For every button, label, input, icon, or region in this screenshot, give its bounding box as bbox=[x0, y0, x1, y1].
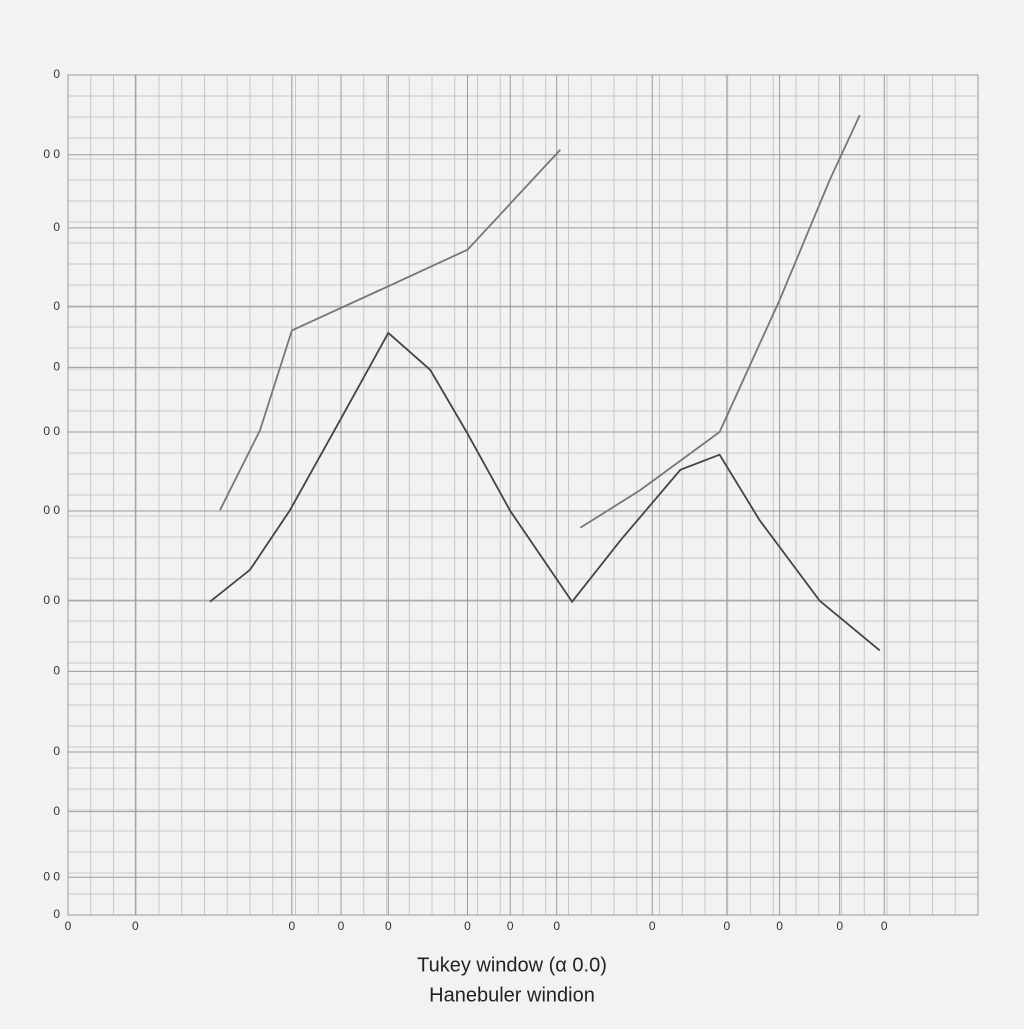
x-tick-label: 0 bbox=[338, 919, 345, 933]
y-tick-label: 0 bbox=[53, 664, 60, 678]
series-line bbox=[219, 114, 861, 529]
x-tick-label: 0 bbox=[385, 919, 392, 933]
x-tick-label: 0 bbox=[881, 919, 888, 933]
x-tick-label: 0 bbox=[723, 919, 730, 933]
y-tick-label: 0 bbox=[53, 744, 60, 758]
y-tick-label: 0 0 bbox=[43, 147, 60, 161]
x-tick-label: 0 bbox=[836, 919, 843, 933]
x-tick-label: 0 bbox=[507, 919, 514, 933]
y-tick-label: 0 bbox=[53, 220, 60, 234]
x-tick-label: 0 bbox=[553, 919, 560, 933]
y-tick-label: 0 bbox=[53, 907, 60, 921]
y-tick-label: 0 bbox=[53, 804, 60, 818]
x-tick-label: 0 bbox=[649, 919, 656, 933]
series-line bbox=[209, 331, 881, 652]
y-tick-label: 0 bbox=[53, 67, 60, 81]
y-tick-label: 0 0 bbox=[43, 869, 60, 883]
x-tick-label: 0 bbox=[776, 919, 783, 933]
y-tick-label: 0 0 bbox=[43, 424, 60, 438]
x-tick-label: 0 bbox=[289, 919, 296, 933]
legend-entry: Hanebuler windion bbox=[429, 984, 595, 1006]
x-tick-label: 0 bbox=[132, 919, 139, 933]
y-tick-label: 0 0 bbox=[43, 593, 60, 607]
minor-grid bbox=[67, 74, 979, 916]
legend-entry: Tukey window (α 0.0) bbox=[417, 954, 607, 976]
y-tick-label: 0 bbox=[53, 299, 60, 313]
y-tick-label: 0 bbox=[53, 359, 60, 373]
y-tick-label: 0 0 bbox=[43, 503, 60, 517]
x-tick-label: 0 bbox=[464, 919, 471, 933]
x-tick-label: 0 bbox=[65, 919, 72, 933]
